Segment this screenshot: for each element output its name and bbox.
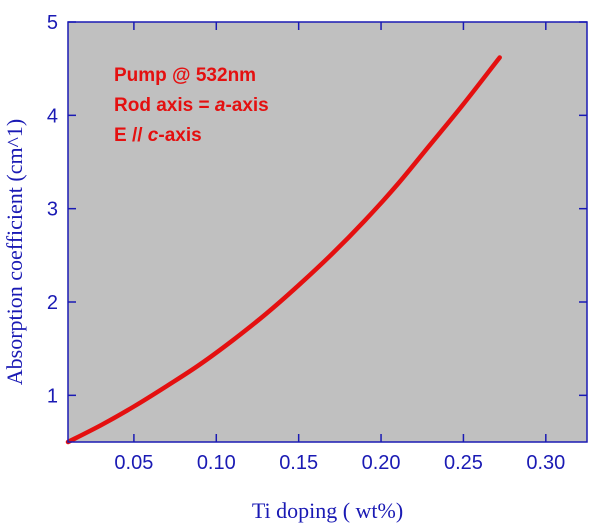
plot-area: [68, 22, 587, 442]
x-tick-label-1: 0.10: [197, 452, 236, 474]
x-tick-label-4: 0.25: [444, 452, 483, 474]
x-tick-label-2: 0.15: [279, 452, 318, 474]
x-axis-title: Ti doping ( wt%): [252, 498, 403, 523]
axes: 0.05 0.10 0.15 0.20 0.25 0.30 1 2 3 4 5: [47, 12, 588, 474]
y-tick-label-2: 3: [47, 199, 58, 221]
series-line-0: [65, 55, 502, 445]
x-tick-label-5: 0.30: [526, 452, 565, 474]
x-tick-label-0: 0.05: [114, 452, 153, 474]
y-tick-label-1: 2: [47, 292, 58, 314]
y-axis-title: Absorption coefficient (cm^1): [2, 119, 27, 386]
y-tick-label-4: 5: [47, 12, 58, 34]
plot-frame: [67, 21, 588, 443]
y-tick-label-3: 4: [47, 105, 58, 127]
annotation-1-part-0: Rod axis =: [114, 95, 215, 116]
series-layer: [65, 55, 502, 445]
annotation-0-part-0: Pump @ 532nm: [114, 65, 256, 86]
annotation-1: Rod axis = a-axis: [114, 95, 269, 116]
annotation-2-part-0: E //: [114, 125, 148, 146]
annotation-2: E // c-axis: [114, 125, 202, 146]
annotation-2-part-1: c: [148, 125, 159, 146]
annotation-1-part-1: a: [215, 95, 226, 116]
y-tick-label-0: 1: [47, 385, 58, 407]
annotation-2-part-2: -axis: [158, 125, 201, 146]
annotation-1-part-2: -axis: [225, 95, 268, 116]
annotation-0: Pump @ 532nm: [114, 65, 256, 86]
x-tick-label-3: 0.20: [362, 452, 401, 474]
